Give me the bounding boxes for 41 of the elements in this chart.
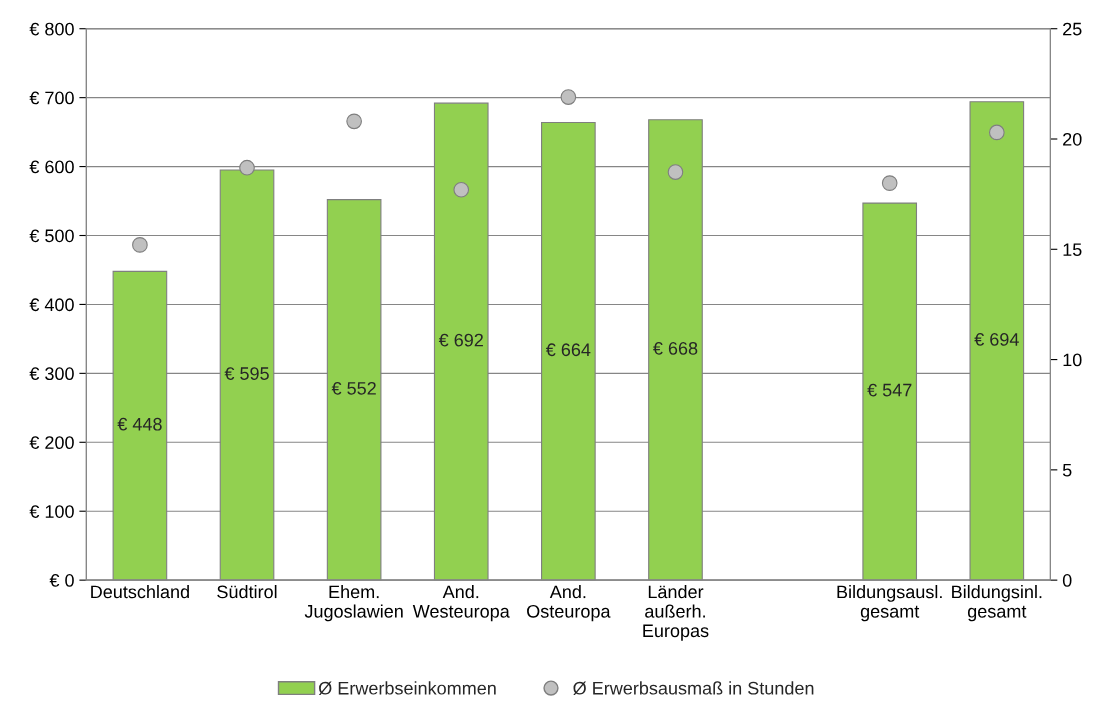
data-label: € 595 — [224, 367, 269, 380]
data-label: € 448 — [117, 417, 162, 431]
point — [132, 237, 148, 253]
data-label: € 547 — [867, 383, 912, 397]
x-tick-label: Bildungsausl. gesamt — [837, 585, 942, 622]
x-tick-label: Ehem. Jugoslawien — [304, 585, 403, 622]
y2-tick-label: 10 — [1063, 353, 1082, 367]
point — [988, 124, 1005, 141]
data-label: € 664 — [545, 343, 591, 357]
data-label: € 694 — [974, 333, 1019, 346]
y-tick-label: € 500 — [29, 229, 74, 243]
y2-tick-label: 25 — [1063, 22, 1082, 36]
y-tick-label: € 600 — [29, 160, 74, 174]
data-label: € 692 — [438, 333, 483, 347]
point — [667, 164, 684, 180]
point — [881, 175, 898, 191]
x-tick-label: Länder außerh. Europas — [643, 585, 709, 641]
legend-label: Ø Erwerbsausmaß in Stunden — [573, 681, 814, 695]
legend-label: Ø Erwerbseinkommen — [318, 681, 496, 695]
point — [346, 113, 362, 130]
x-tick-label: And. Osteuropa — [527, 585, 611, 622]
y2-tick-label: 5 — [1062, 463, 1072, 477]
y-tick-label: € 100 — [29, 505, 74, 518]
y2-tick-label: 20 — [1063, 132, 1082, 146]
y-tick-label: € 300 — [29, 367, 74, 381]
y2-tick-label: 15 — [1063, 243, 1082, 257]
point — [239, 159, 255, 176]
y-tick-label: € 200 — [29, 436, 74, 450]
y2-tick-label: 0 — [1062, 574, 1072, 587]
data-label: € 668 — [653, 341, 698, 355]
y-tick-label: € 400 — [29, 298, 74, 312]
point — [453, 181, 470, 198]
x-tick-label: Deutschland — [91, 585, 189, 599]
y-tick-label: € 0 — [49, 574, 74, 587]
y-tick-label: € 800 — [29, 22, 74, 36]
x-tick-label: Südtirol — [217, 585, 277, 599]
data-label: € 552 — [331, 381, 376, 395]
x-tick-label: And. Westeuropa — [412, 585, 510, 622]
point — [560, 89, 577, 105]
x-tick-label: Bildungsinl. gesamt — [952, 585, 1042, 622]
y-tick-label: € 700 — [29, 91, 74, 105]
